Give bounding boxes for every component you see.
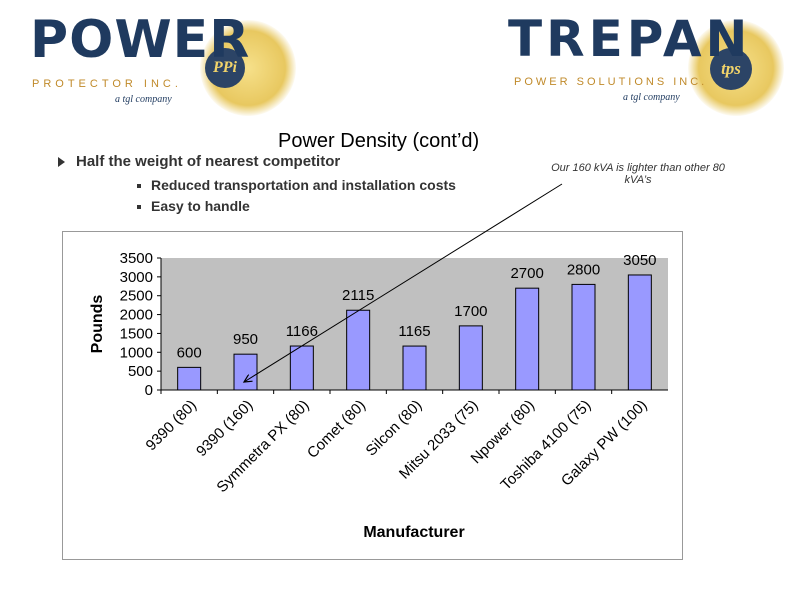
annotation-note: Our 160 kVA is lighter than other 80 kVA… (551, 162, 725, 186)
sub-bullet: Reduced transportation and installation … (151, 177, 456, 193)
power-logo-name: POWER (30, 10, 251, 70)
power-logo-tag: a tgl company (115, 94, 172, 105)
sub-bullet: Easy to handle (151, 198, 250, 214)
trepan-logo-tag: a tgl company (623, 92, 680, 103)
slide-title: Power Density (cont’d) (278, 130, 480, 152)
power-protector-logo: PPi POWER PROTECTOR INC. a tgl company (30, 10, 296, 116)
ppi-badge-icon: PPi (205, 48, 245, 88)
trepan-logo-name: TREPAN (508, 10, 752, 68)
trepan-logo: tps TREPAN POWER SOLUTIONS INC. a tgl co… (508, 10, 788, 116)
chart-frame (62, 231, 683, 560)
trepan-logo-sub: POWER SOLUTIONS INC. (514, 76, 708, 88)
ppi-badge-text: PPi (213, 59, 237, 76)
tps-badge-text: tps (721, 59, 741, 78)
bullet-arrow-icon (58, 157, 65, 167)
tps-badge-icon: tps (710, 48, 752, 90)
square-bullet-icon (137, 184, 141, 188)
power-logo-sub: PROTECTOR INC. (32, 78, 182, 90)
square-bullet-icon (137, 205, 141, 209)
main-bullet: Half the weight of nearest competitor (76, 153, 341, 170)
